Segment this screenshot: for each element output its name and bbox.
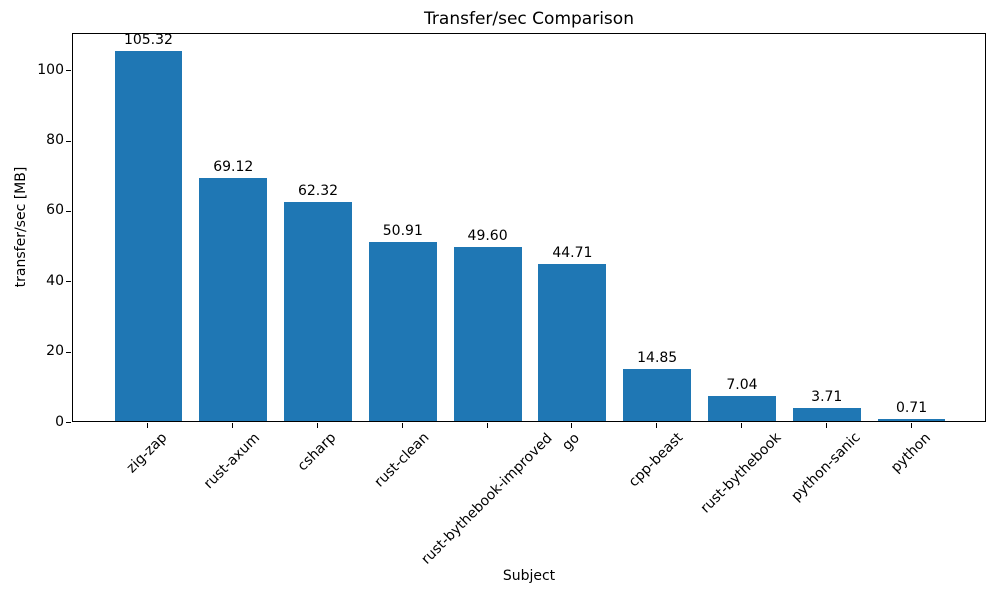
x-tick: [740, 423, 742, 428]
bar-value-label: 50.91: [382, 222, 423, 239]
bar-value-label: 0.71: [895, 399, 928, 416]
x-tick: [317, 423, 319, 428]
y-tick: [66, 210, 71, 212]
y-tick: [66, 422, 71, 423]
x-axis-label: Subject: [502, 568, 556, 584]
bar-rust-axum: [199, 177, 268, 421]
y-tick: [66, 140, 71, 142]
plot-area: 105.32 69.12 62.32 50.91 49.60 44.71 14.85 7.04…: [72, 31, 986, 422]
bar-value-label: 105.32: [123, 31, 173, 48]
x-tick-label-python: python: [887, 430, 934, 476]
y-tick-label: 20: [46, 343, 64, 360]
x-tick-label-zig-zap: zig-zap: [124, 429, 171, 477]
bar-value-label: 14.85: [637, 349, 678, 366]
bar-value-label: 7.04: [726, 377, 758, 394]
x-tick: [825, 423, 827, 428]
bar-rust-bythebook-improved: [453, 246, 522, 421]
y-tick: [66, 70, 71, 72]
bar-python-sanic: [792, 407, 861, 421]
bar-python: [877, 418, 946, 421]
x-tick-label-rust-axum: rust-axum: [201, 430, 264, 493]
bar-cpp-beast: [623, 368, 692, 421]
x-tick: [486, 423, 488, 428]
y-tick-label: 80: [46, 132, 64, 149]
x-tick-label-go: go: [559, 429, 584, 454]
x-tick-label-rust-clean: rust-clean: [371, 429, 433, 491]
y-tick: [66, 281, 71, 283]
x-tick: [571, 423, 573, 428]
bar-value-label: 3.71: [811, 388, 843, 405]
x-tick: [147, 423, 149, 428]
bar-value-label: 44.71: [552, 244, 593, 261]
x-tick-label-rust-bythebook: rust-bythebook: [697, 430, 785, 517]
bar-go: [538, 263, 607, 421]
y-tick-label: 0: [55, 413, 64, 430]
chart-title: Transfer/sec Comparison: [424, 9, 634, 29]
x-tick: [232, 423, 234, 428]
y-axis-label: transfer/sec [MB]: [13, 166, 29, 288]
bar-value-label: 49.60: [467, 227, 508, 244]
y-tick-label: 100: [37, 61, 64, 78]
x-tick-label-python-sanic: python-sanic: [788, 429, 864, 506]
x-tick: [910, 423, 912, 428]
bar-value-label: 69.12: [213, 158, 254, 175]
y-tick-label: 60: [46, 202, 64, 219]
bar-rust-bythebook: [708, 396, 776, 421]
bar-value-label: 62.32: [297, 182, 339, 199]
y-tick: [66, 351, 71, 353]
x-tick: [401, 423, 403, 428]
y-tick-label: 40: [46, 272, 64, 289]
x-tick-label-csharp: csharp: [294, 429, 340, 475]
bar-zig-zap: [114, 50, 183, 421]
x-tick-label-cpp-beast: cpp-beast: [625, 429, 687, 491]
x-tick-label-rust-bythebook-improved: rust-bythebook-improved: [417, 429, 556, 568]
x-tick: [656, 423, 658, 428]
bar-rust-clean: [368, 241, 437, 421]
bar-csharp: [284, 201, 352, 421]
